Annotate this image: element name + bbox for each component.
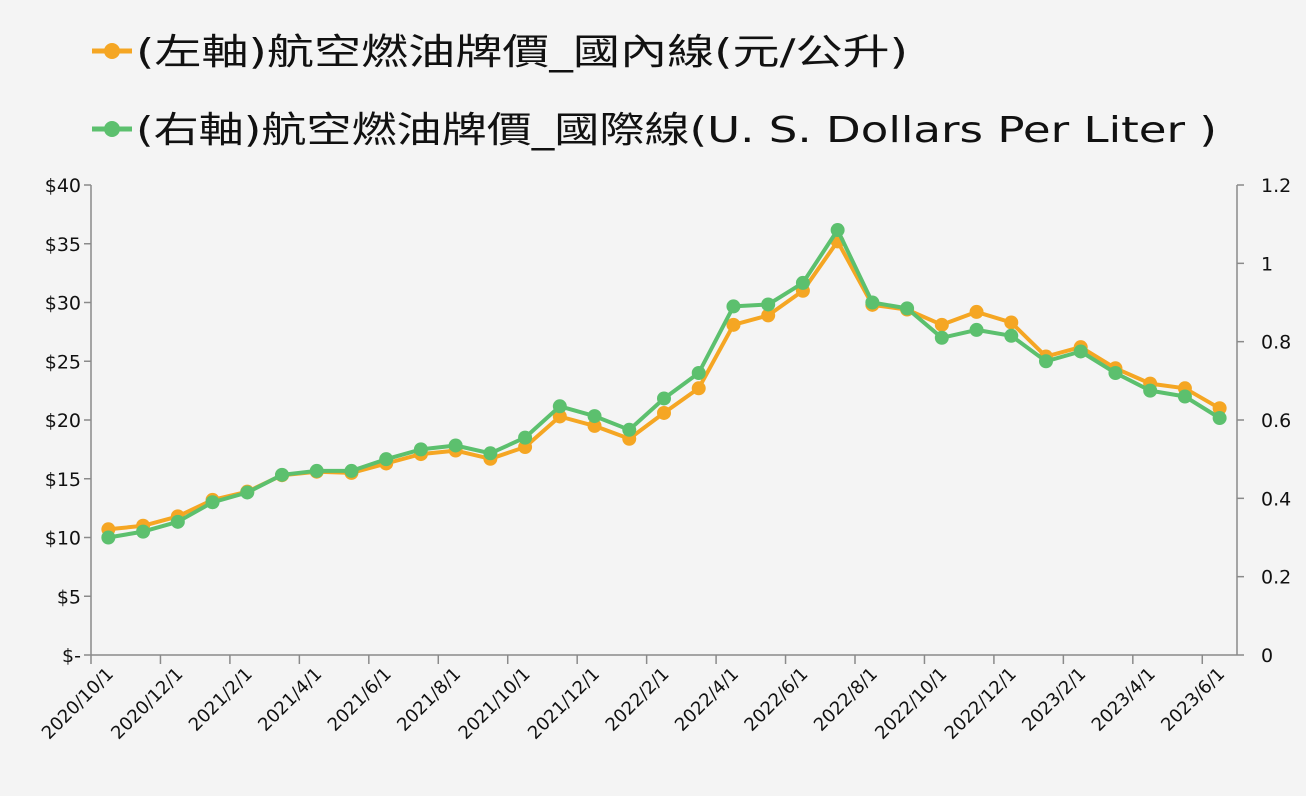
legend-swatch-marker [104, 121, 120, 137]
data-point [1212, 411, 1227, 426]
right-y-tick-label: 0.4 [1261, 488, 1291, 510]
right-y-tick-label: 0.2 [1261, 567, 1291, 589]
data-point [170, 514, 185, 529]
data-point [934, 330, 949, 345]
data-point [691, 366, 706, 380]
data-point [1073, 344, 1088, 359]
right-y-tick-label: 0.6 [1261, 410, 1291, 432]
left-y-tick-label: $30 [45, 293, 81, 315]
data-point [761, 308, 776, 323]
legend-item: (右軸)航空燃油牌價_國際線(U. S. Dollars Per Liter ) [92, 110, 1217, 151]
data-point [587, 409, 602, 424]
data-point [518, 430, 533, 445]
x-tick-label: 2021/6/1 [324, 664, 396, 736]
data-point [1004, 315, 1019, 330]
data-point [865, 295, 880, 310]
left-y-tick-label: $5 [57, 586, 81, 608]
left-y-tick-label: $35 [45, 234, 81, 256]
data-point [240, 485, 255, 500]
data-point [761, 297, 776, 312]
data-point [552, 409, 567, 424]
x-tick-label: 2020/12/1 [107, 664, 187, 744]
data-point [587, 418, 602, 433]
x-tick-label: 2022/6/1 [740, 664, 812, 736]
x-tick-label: 2021/12/1 [524, 664, 604, 744]
data-point [413, 442, 428, 457]
left-y-tick-label: $40 [45, 175, 81, 197]
data-point [309, 463, 324, 478]
data-point [691, 381, 706, 396]
data-point [483, 446, 498, 461]
data-point [1004, 328, 1019, 343]
data-point [1143, 383, 1158, 398]
data-point [657, 391, 671, 406]
right-y-tick-label: 0 [1261, 645, 1273, 667]
data-point [1108, 366, 1123, 380]
data-point [795, 275, 810, 290]
left-y-tick-label: $10 [45, 528, 81, 550]
data-point [136, 524, 151, 539]
x-tick-label: 2022/12/1 [941, 664, 1021, 744]
x-tick-label: 2022/8/1 [810, 664, 882, 736]
x-tick-label: 2021/2/1 [185, 664, 257, 736]
x-tick-label: 2021/10/1 [455, 664, 535, 744]
data-point [552, 399, 567, 414]
data-point [1177, 389, 1192, 404]
right-y-tick-label: 1.2 [1261, 175, 1291, 197]
legend-swatch-marker [104, 43, 120, 59]
data-point [934, 317, 949, 332]
right-y-tick-label: 1 [1261, 253, 1273, 275]
data-point [448, 438, 463, 453]
data-point [622, 422, 637, 437]
series-line [106, 228, 1222, 540]
right-y-tick-label: 0.8 [1261, 332, 1291, 354]
axes: $- $5 $10 $15 $20 $25 $30 $35 $40 0 0.2 0.4 0.6 0.8 1 1… [38, 175, 1291, 744]
series-layer [101, 223, 1227, 545]
x-tick-label: 2022/10/1 [871, 664, 951, 744]
series-domestic [101, 234, 1227, 537]
data-point [205, 495, 220, 510]
data-point [726, 317, 741, 332]
data-point [900, 301, 915, 316]
legend: (左軸)航空燃油牌價_國內線(元/公升) (右軸)航空燃油牌價_國際線(U. S.… [92, 32, 1217, 151]
legend-item: (左軸)航空燃油牌價_國內線(元/公升) [92, 32, 908, 73]
left-y-tick-label: $25 [45, 351, 81, 373]
x-tick-label: 2021/4/1 [254, 664, 326, 736]
x-tick-label: 2020/10/1 [38, 664, 118, 744]
x-tick-label: 2022/4/1 [671, 664, 743, 736]
legend-label: (右軸)航空燃油牌價_國際線(U. S. Dollars Per Liter ) [136, 110, 1217, 151]
data-point [657, 405, 671, 420]
data-point [101, 530, 116, 545]
x-tick-label: 2021/8/1 [393, 664, 465, 736]
left-y-tick-label: $- [62, 645, 81, 667]
data-point [379, 452, 394, 467]
left-y-tick-label: $15 [45, 469, 81, 491]
left-y-tick-label: $20 [45, 410, 81, 432]
data-point [969, 304, 984, 319]
x-tick-label: 2023/6/1 [1157, 664, 1229, 736]
data-point [275, 467, 289, 482]
data-point [830, 223, 845, 238]
data-point [1212, 401, 1227, 416]
x-tick-label: 2023/4/1 [1088, 664, 1160, 736]
series-international [101, 223, 1227, 545]
data-point [726, 299, 741, 314]
series-line [106, 239, 1222, 532]
data-point [1039, 354, 1053, 369]
data-point [344, 463, 359, 478]
x-tick-label: 2022/2/1 [602, 664, 674, 736]
data-point [969, 322, 984, 337]
legend-label: (左軸)航空燃油牌價_國內線(元/公升) [136, 32, 908, 73]
x-tick-label: 2023/2/1 [1018, 664, 1090, 736]
